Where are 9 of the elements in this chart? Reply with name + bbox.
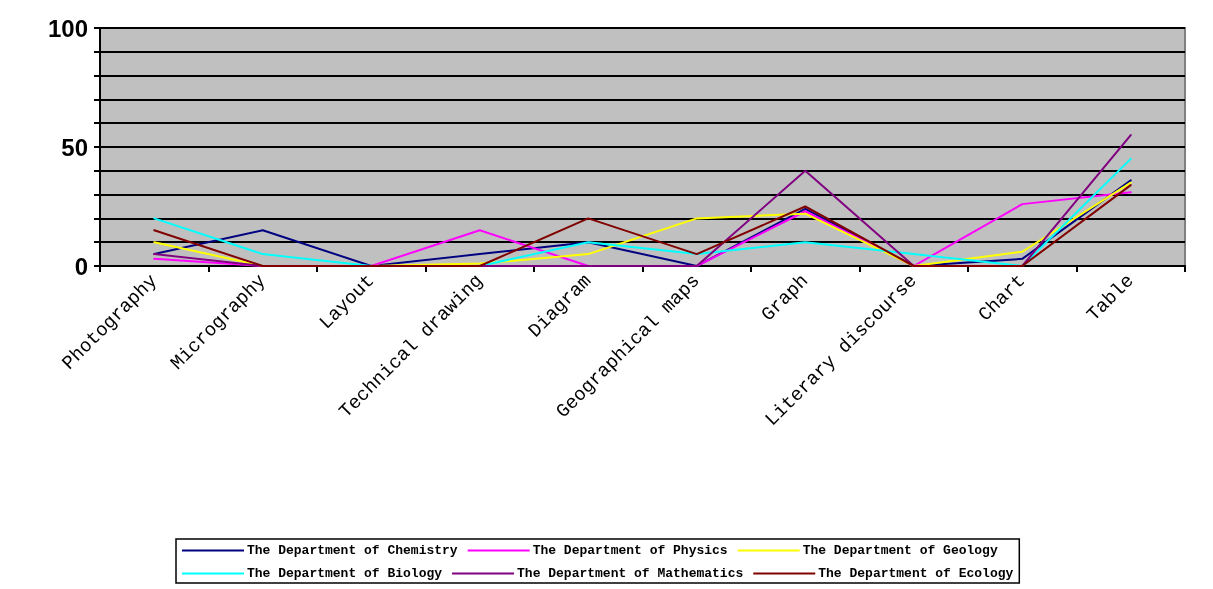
legend-label: The Department of Biology: [247, 566, 443, 581]
y-tick-label: 50: [61, 133, 88, 161]
y-tick-label: 100: [47, 14, 88, 42]
legend-label: The Department of Mathematics: [517, 566, 744, 581]
y-tick-label: 0: [74, 252, 88, 280]
legend-label: The Department of Ecology: [818, 566, 1014, 581]
legend-label: The Department of Physics: [532, 543, 728, 558]
legend-label: The Department of Chemistry: [247, 543, 458, 558]
legend-label: The Department of Geology: [802, 543, 998, 558]
